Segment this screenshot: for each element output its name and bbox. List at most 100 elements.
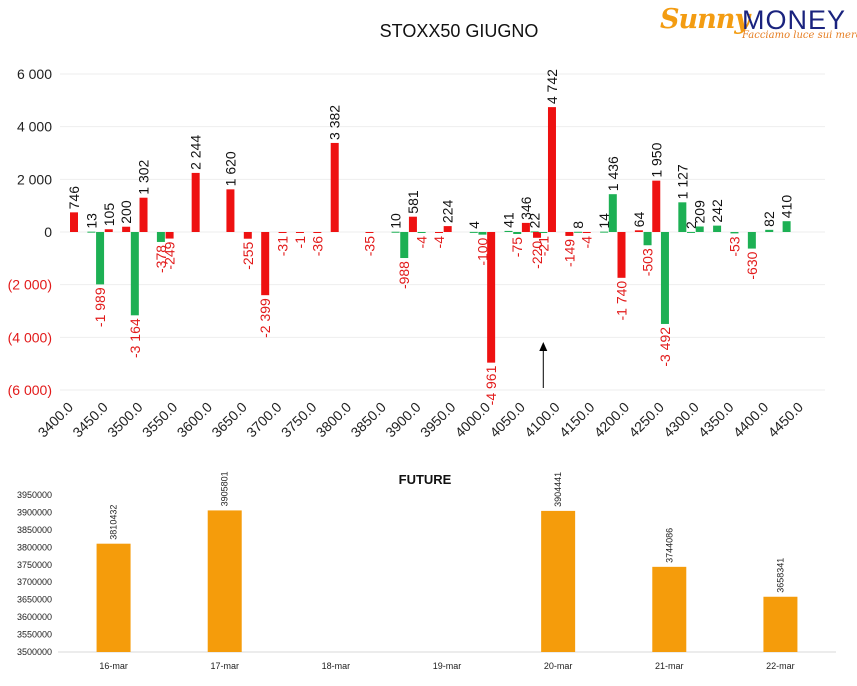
future-y-tick-label: 3600000 bbox=[17, 612, 52, 622]
x-tick-label: 4200.0 bbox=[591, 399, 633, 441]
future-y-tick-label: 3900000 bbox=[17, 507, 52, 517]
bar bbox=[243, 232, 252, 239]
bar bbox=[435, 232, 443, 233]
x-tick-label: 3750.0 bbox=[278, 399, 320, 441]
bar bbox=[530, 231, 539, 233]
future-y-tick-label: 3850000 bbox=[17, 525, 52, 535]
x-tick-label: 3500.0 bbox=[104, 399, 146, 441]
bar bbox=[443, 226, 452, 232]
bar bbox=[782, 221, 791, 232]
data-label: 2 244 bbox=[188, 135, 204, 170]
future-data-label: 3810432 bbox=[109, 505, 119, 540]
future-x-tick-label: 16-mar bbox=[99, 661, 128, 671]
y-tick-label: 4 000 bbox=[17, 119, 52, 135]
bar bbox=[695, 226, 704, 232]
bar bbox=[130, 232, 139, 316]
data-label: 4 742 bbox=[544, 69, 560, 104]
data-label: 242 bbox=[709, 199, 725, 223]
bar bbox=[487, 232, 496, 363]
data-label: 410 bbox=[779, 195, 795, 219]
data-label: 346 bbox=[518, 196, 534, 220]
bar bbox=[539, 232, 548, 233]
future-y-tick-label: 3500000 bbox=[17, 647, 52, 657]
bar bbox=[617, 232, 626, 278]
x-tick-label: 4400.0 bbox=[730, 399, 772, 441]
x-tick-label: 3850.0 bbox=[347, 399, 389, 441]
future-title: FUTURE bbox=[399, 472, 452, 487]
bar bbox=[504, 230, 513, 232]
bar bbox=[165, 232, 174, 239]
future-y-tick-label: 3800000 bbox=[17, 542, 52, 552]
data-label: -3 164 bbox=[127, 318, 143, 358]
bar bbox=[122, 226, 131, 232]
future-x-tick-label: 19-mar bbox=[433, 661, 462, 671]
future-y-tick-label: 3750000 bbox=[17, 560, 52, 570]
bar bbox=[469, 231, 478, 233]
bar bbox=[582, 232, 591, 233]
bar bbox=[565, 232, 574, 236]
data-label: 105 bbox=[101, 203, 117, 227]
bar bbox=[139, 197, 148, 232]
future-bar bbox=[763, 596, 798, 652]
data-label: 1 950 bbox=[648, 142, 664, 177]
x-tick-label: 4100.0 bbox=[521, 399, 563, 441]
future-data-label: 3904441 bbox=[553, 472, 563, 507]
x-tick-label: 3900.0 bbox=[382, 399, 424, 441]
data-label: 200 bbox=[118, 200, 134, 224]
x-tick-label: 4150.0 bbox=[556, 399, 598, 441]
bar bbox=[521, 222, 530, 232]
data-label: 41 bbox=[501, 212, 517, 228]
x-tick-label: 4350.0 bbox=[695, 399, 737, 441]
x-tick-label: 3700.0 bbox=[243, 399, 285, 441]
future-bar bbox=[541, 510, 576, 652]
data-label: -249 bbox=[162, 241, 178, 269]
bar bbox=[678, 202, 687, 232]
future-x-tick-label: 22-mar bbox=[766, 661, 795, 671]
data-label: 14 bbox=[596, 213, 612, 229]
bar bbox=[261, 232, 270, 296]
bar bbox=[713, 225, 722, 232]
bar bbox=[70, 212, 78, 232]
bar bbox=[730, 232, 739, 234]
bar bbox=[330, 142, 339, 232]
bar bbox=[574, 231, 583, 233]
bar bbox=[687, 231, 696, 233]
data-label: 8 bbox=[570, 221, 586, 229]
data-label: -3 492 bbox=[657, 327, 673, 367]
data-label: 1 436 bbox=[605, 156, 621, 191]
x-tick-label: 4450.0 bbox=[765, 399, 807, 441]
y-tick-label: (6 000) bbox=[8, 382, 52, 398]
bar bbox=[365, 232, 374, 233]
bar bbox=[226, 189, 235, 232]
data-label: -36 bbox=[309, 236, 325, 256]
data-label: 1 302 bbox=[136, 159, 152, 194]
x-tick-label: 3550.0 bbox=[139, 399, 181, 441]
bar bbox=[295, 232, 304, 233]
bar bbox=[765, 229, 774, 232]
future-data-label: 3658341 bbox=[775, 558, 785, 593]
marker-arrow-head bbox=[539, 342, 548, 351]
data-label: -100 bbox=[474, 237, 490, 265]
future-y-tick-label: 3550000 bbox=[17, 630, 52, 640]
bar bbox=[652, 180, 661, 232]
data-label: -21 bbox=[535, 236, 551, 256]
bar bbox=[634, 230, 643, 232]
data-label: -503 bbox=[640, 248, 656, 276]
data-label: 10 bbox=[388, 213, 404, 229]
data-label: -378 bbox=[153, 245, 169, 273]
x-tick-label: 3950.0 bbox=[417, 399, 459, 441]
data-label: -4 bbox=[414, 236, 430, 249]
bar bbox=[643, 232, 652, 246]
bar bbox=[408, 216, 417, 232]
stoxx50-options-chart: STOXX50 GIUGNO 6 000 4 000 2 000 0 (2 000) (4 … bbox=[8, 21, 825, 441]
logo-brand-money: MONEY bbox=[742, 5, 847, 35]
logo-brand-sunny: Sunny bbox=[660, 4, 750, 35]
y-tick-label: 0 bbox=[44, 224, 52, 240]
y-tick-label: 2 000 bbox=[17, 171, 52, 187]
data-label: 2 bbox=[683, 221, 699, 229]
x-tick-label: 4250.0 bbox=[625, 399, 667, 441]
data-label: 1 620 bbox=[222, 151, 238, 186]
sunny-money-logo: Sunny MONEY Facciamo luce sui mercati bbox=[660, 4, 857, 44]
bar bbox=[313, 232, 322, 233]
x-tick-label: 4300.0 bbox=[660, 399, 702, 441]
